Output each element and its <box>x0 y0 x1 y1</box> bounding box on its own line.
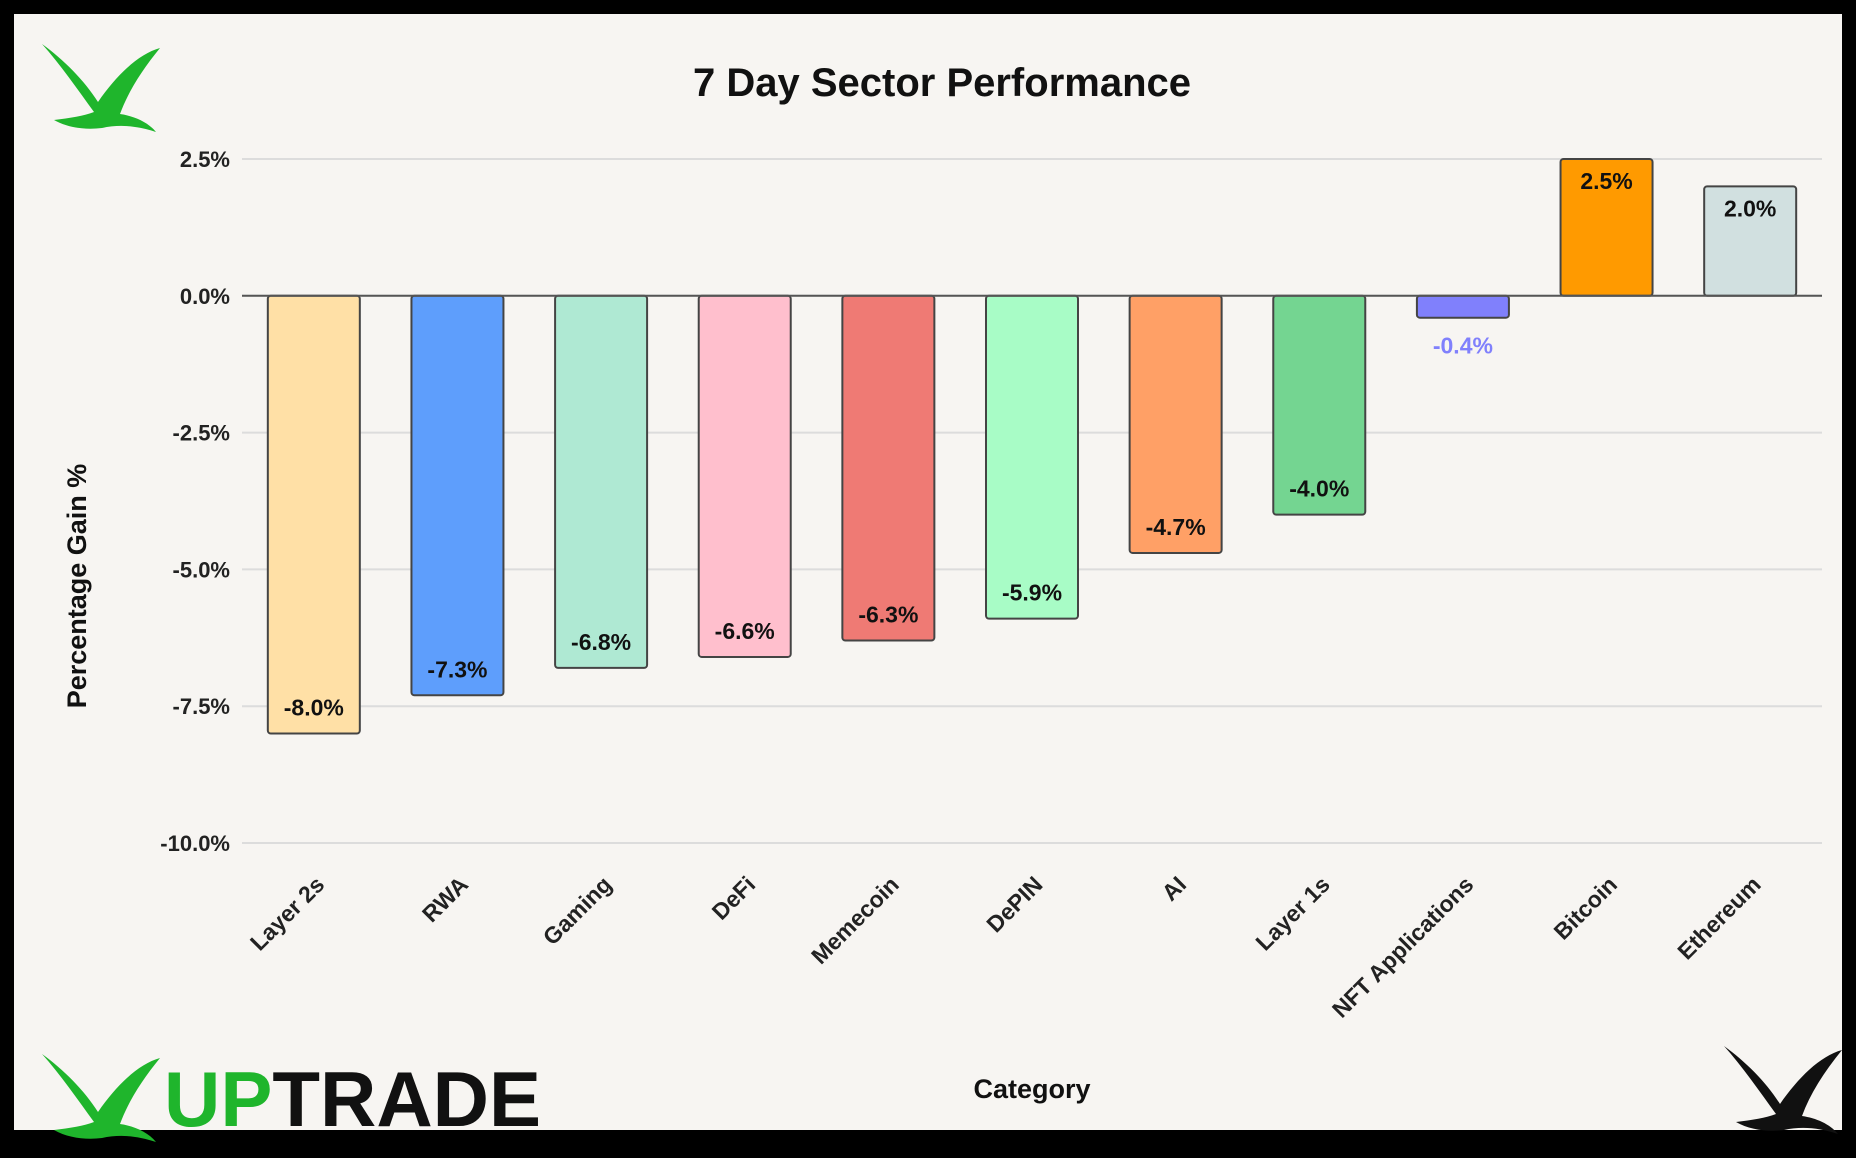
x-tick-label: Ethereum <box>1672 871 1765 964</box>
category-labels: Layer 2s RWA Gaming DeFi Memecoin DePIN AI Laye… <box>245 871 1766 1023</box>
brand-wordmark: UPTRADE <box>164 1055 541 1143</box>
bar-layer-2s <box>266 294 361 735</box>
bird-logo-green-icon <box>42 44 160 132</box>
y-tick-label: -5.0% <box>173 557 230 582</box>
brand-name-trade: TRADE <box>272 1055 541 1143</box>
bars <box>266 158 1798 735</box>
x-tick-label: Layer 2s <box>245 871 329 955</box>
x-tick-label: NFT Applications <box>1327 871 1479 1023</box>
bar-rwa <box>410 294 505 697</box>
bar-depin <box>985 294 1079 620</box>
data-label: 2.5% <box>1580 168 1632 194</box>
y-tick-labels: 2.5% 0.0% -2.5% -5.0% -7.5% -10.0% <box>160 147 230 856</box>
x-tick-label: Memecoin <box>806 871 904 969</box>
bird-logo-black-icon <box>1724 1046 1842 1134</box>
bird-logo-green-icon <box>42 1054 160 1142</box>
x-tick-label: DePIN <box>981 871 1047 937</box>
data-label: -4.7% <box>1146 514 1206 540</box>
chart-title: 7 Day Sector Performance <box>693 61 1191 105</box>
brand-name-up: UP <box>164 1055 272 1143</box>
x-axis-label: Category <box>973 1074 1090 1104</box>
y-tick-label: 0.0% <box>180 284 230 309</box>
data-label: -6.6% <box>715 618 775 644</box>
y-axis-label: Percentage Gain % <box>62 464 92 709</box>
bar-nft-applications <box>1415 294 1510 319</box>
data-label: -5.9% <box>1002 580 1062 606</box>
x-tick-label: RWA <box>417 871 473 927</box>
y-tick-label: -7.5% <box>173 694 230 719</box>
data-label: -0.4% <box>1433 333 1493 359</box>
data-label: 2.0% <box>1724 195 1776 221</box>
data-label: -6.3% <box>858 602 918 628</box>
y-tick-label: 2.5% <box>180 147 230 172</box>
bar-memecoin <box>841 294 936 642</box>
bar-chart: 7 Day Sector Performance Percentage Gain… <box>42 44 1842 1143</box>
data-label: -8.0% <box>284 695 344 721</box>
bar-defi <box>697 294 792 658</box>
data-label: -7.3% <box>427 656 487 682</box>
data-labels: -8.0% -7.3% -6.8% -6.6% -6.3% -5.9% -4.7% -4.0%… <box>284 168 1777 721</box>
x-tick-label: Bitcoin <box>1549 871 1623 945</box>
brand-logo: UPTRADE <box>42 1054 541 1143</box>
y-tick-label: -2.5% <box>173 421 230 446</box>
x-tick-label: Gaming <box>538 871 617 950</box>
y-tick-label: -10.0% <box>160 831 230 856</box>
bar-gaming <box>554 294 649 669</box>
data-label: -6.8% <box>571 629 631 655</box>
x-tick-label: DeFi <box>707 871 761 925</box>
x-tick-label: AI <box>1157 871 1192 906</box>
x-tick-label: Layer 1s <box>1250 871 1334 955</box>
data-label: -4.0% <box>1289 476 1349 502</box>
